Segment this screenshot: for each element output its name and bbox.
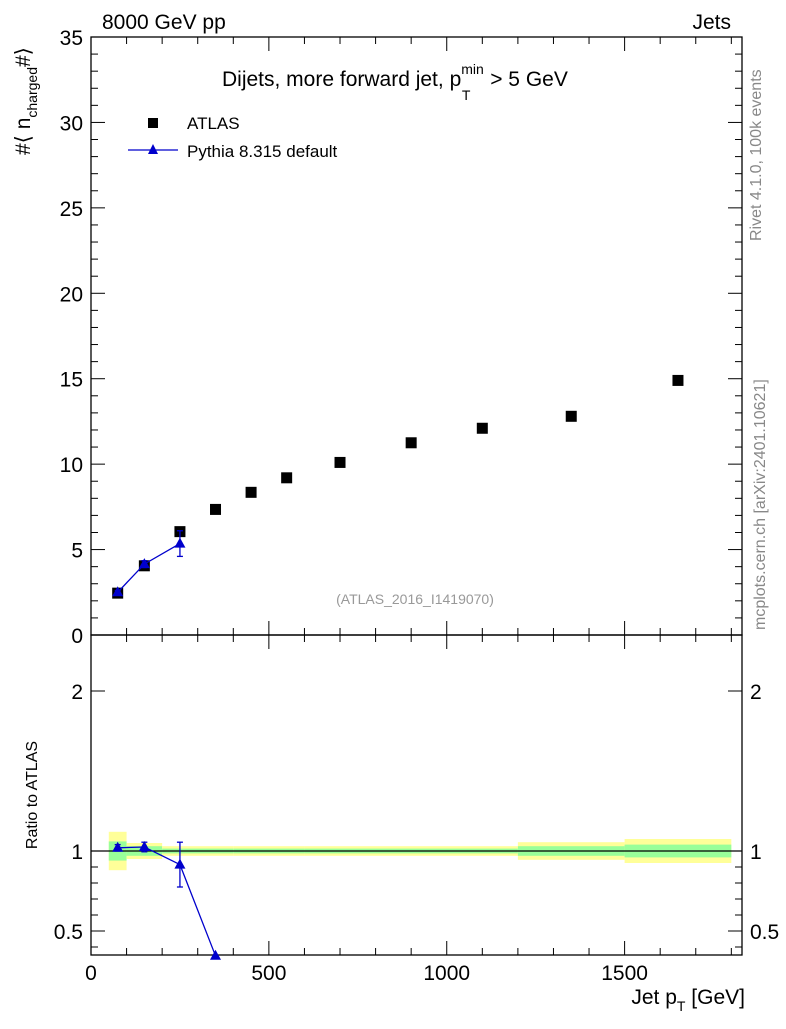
atlas-point [334, 456, 346, 468]
main-y-ticks: 0 5 10 15 20 25 30 35 [60, 27, 742, 648]
atlas-point [565, 410, 577, 422]
ratio-pythia-point [210, 949, 222, 960]
ratio-pythia-point [112, 841, 124, 852]
title-subscript: T [462, 87, 471, 103]
ratio-pythia-point [174, 858, 186, 869]
atlas-point [245, 486, 257, 498]
x-tick-label: 1500 [601, 962, 648, 985]
pythia-point [138, 558, 150, 569]
ratio-y-ticks: 0.5 0.5 1 1 2 2 [54, 681, 779, 948]
ratio-pythia-line [117, 846, 217, 957]
atlas-point [476, 422, 488, 434]
ratio-x-ticks: 0 500 1000 1500 [85, 635, 732, 985]
analysis-watermark: (ATLAS_2016_I1419070) [336, 591, 494, 607]
legend-label-pythia: Pythia 8.315 default [187, 142, 338, 161]
main-ylabel: #⟨ ncharged#⟩ [12, 47, 40, 155]
atlas-point [210, 503, 222, 515]
ratio-panel: 0.5 0.5 1 1 2 2 0 500 1000 1500 Ratio to ATLAS J… [24, 634, 779, 1014]
y-tick-label: 20 [60, 283, 83, 306]
pythia-point [112, 586, 124, 597]
atlas-point [281, 472, 293, 484]
ratio-pythia-point [138, 841, 150, 851]
main-x-ticks [90, 37, 732, 635]
y-tick-label: 0 [71, 625, 83, 648]
main-title: Dijets, more forward jet, pmin T > 5 GeV [222, 61, 568, 103]
y-tick-label: 35 [60, 27, 83, 50]
pythia-point [174, 537, 186, 548]
atlas-point [672, 374, 684, 386]
y-tick-label: 10 [60, 454, 83, 477]
ratio-y-tick-label-left: 1 [71, 841, 83, 864]
ratio-xlabel: Jet pT [GeV] [631, 986, 745, 1014]
mcplots-label: mcplots.cern.ch [arXiv:2401.10621] [752, 379, 769, 630]
xlabel-subscript: T [677, 998, 686, 1014]
atlas-point [405, 437, 417, 449]
ratio-ylabel: Ratio to ATLAS [24, 741, 41, 849]
ratio-y-tick-label-right: 2 [750, 681, 762, 704]
rivet-label: Rivet 4.1.0, 100k events [748, 69, 765, 241]
ratio-panel-frame [90, 634, 743, 956]
ratio-y-tick-label-left: 2 [71, 681, 83, 704]
x-tick-label: 0 [85, 962, 97, 985]
ylabel-subscript: charged [24, 67, 40, 118]
ratio-y-tick-label-right: 1 [750, 841, 762, 864]
ratio-y-tick-label-right: 0.5 [750, 921, 779, 944]
title-superscript: min [461, 61, 484, 77]
x-tick-label: 1000 [423, 962, 470, 985]
y-tick-label: 15 [60, 369, 83, 392]
x-tick-label: 500 [251, 962, 286, 985]
y-tick-label: 25 [60, 198, 83, 221]
header-left: 8000 GeV pp [102, 11, 226, 34]
y-tick-label: 5 [71, 540, 83, 563]
legend-marker-pythia [148, 144, 158, 154]
legend-marker-atlas [148, 118, 158, 128]
legend: ATLAS Pythia 8.315 default [128, 114, 338, 161]
title-suffix: > 5 GeV [484, 68, 567, 91]
header-right: Jets [692, 11, 731, 34]
legend-label-atlas: ATLAS [187, 114, 240, 133]
y-tick-label: 30 [60, 112, 83, 135]
ratio-data [112, 841, 222, 960]
ratio-y-tick-label-left: 0.5 [54, 921, 83, 944]
main-data [112, 374, 684, 599]
